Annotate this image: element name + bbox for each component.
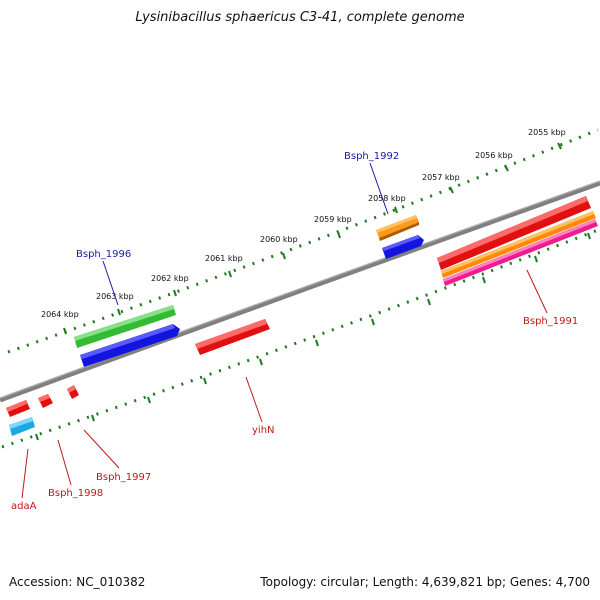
leader-yihN (245, 376, 263, 423)
tick-label-2062: 2062 kbp (151, 274, 189, 283)
gene-yihN-feature[interactable] (195, 319, 270, 355)
gene-cyan-feature[interactable] (9, 417, 35, 436)
tick-label-2056: 2056 kbp (475, 151, 513, 160)
tick-label-2060: 2060 kbp (260, 235, 298, 244)
gene-label-yihN[interactable]: yihN (252, 425, 275, 436)
gene-label-bsph-1996[interactable]: Bsph_1996 (76, 249, 131, 260)
outer-tick-arc (7, 128, 599, 354)
leader-adaA (21, 448, 29, 499)
leader-bsph-1991 (526, 269, 548, 314)
gene-bsph-1993-feature[interactable] (382, 235, 424, 259)
gene-bsph-1995-feature[interactable] (80, 324, 180, 367)
gene-bsph-1998-feature[interactable] (38, 394, 53, 408)
gene-label-adaA[interactable]: adaA (11, 501, 37, 512)
leader-bsph-1998 (57, 439, 72, 486)
gene-bsph-1992-feature[interactable] (376, 215, 419, 241)
tick-label-2055: 2055 kbp (528, 128, 566, 137)
tick-label-2064: 2064 kbp (41, 310, 79, 319)
gene-bsph-1996-feature[interactable] (74, 305, 176, 348)
gene-bsph-1991-feature[interactable] (437, 196, 598, 286)
gene-adaA-feature[interactable] (6, 400, 30, 417)
gene-label-bsph-1991[interactable]: Bsph_1991 (523, 316, 578, 327)
leader-bsph-1996 (102, 260, 119, 306)
tick-label-2057: 2057 kbp (422, 173, 460, 182)
inner-major-ticks (35, 232, 591, 441)
tick-label-2059: 2059 kbp (314, 215, 352, 224)
genome-backbone (0, 180, 600, 403)
gene-bsph-1997-feature[interactable] (67, 385, 79, 399)
leader-bsph-1997 (83, 429, 120, 469)
gene-label-bsph-1998[interactable]: Bsph_1998 (48, 488, 103, 499)
accession-label: Accession: NC_010382 (9, 575, 146, 589)
tick-label-2061: 2061 kbp (205, 254, 243, 263)
gene-label-bsph-1997[interactable]: Bsph_1997 (96, 472, 151, 483)
tick-label-2058: 2058 kbp (368, 194, 406, 203)
genome-title: Lysinibacillus sphaericus C3-41, complet… (135, 10, 465, 25)
topology-label: Topology: circular; Length: 4,639,821 bp… (260, 575, 590, 589)
leader-bsph-1992 (369, 162, 389, 215)
gene-label-bsph-1992[interactable]: Bsph_1992 (344, 151, 399, 162)
outer-major-ticks (63, 142, 562, 335)
